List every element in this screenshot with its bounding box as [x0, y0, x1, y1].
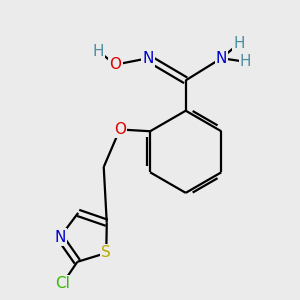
Text: H: H: [92, 44, 104, 59]
Text: O: O: [114, 122, 126, 137]
Text: H: H: [233, 36, 245, 51]
Text: Cl: Cl: [55, 277, 70, 292]
Text: N: N: [216, 51, 227, 66]
Text: H: H: [240, 54, 251, 69]
Text: N: N: [54, 230, 66, 244]
Text: O: O: [110, 57, 122, 72]
Text: N: N: [142, 51, 154, 66]
Text: S: S: [101, 245, 111, 260]
